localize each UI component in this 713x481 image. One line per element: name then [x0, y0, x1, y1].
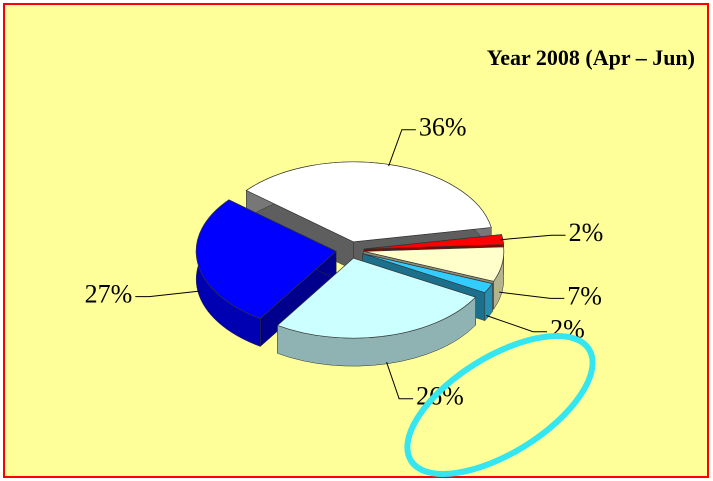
slice [276, 257, 477, 339]
data-label: 27% [85, 280, 133, 309]
chart-title: Year 2008 (Apr – Jun) [487, 45, 695, 70]
leader-line [499, 291, 565, 299]
leader-line [386, 362, 414, 400]
slice [195, 199, 337, 319]
leader-line [486, 315, 548, 333]
data-label: 36% [419, 113, 467, 142]
leader-line [500, 234, 566, 241]
data-label: 2% [569, 218, 604, 247]
highlight-ellipse [404, 333, 596, 477]
leader-line [135, 290, 201, 298]
slice [363, 246, 505, 282]
pie [195, 161, 505, 367]
leader-line [388, 129, 416, 167]
labels: 36%2%7%2%26%27% [85, 113, 604, 411]
slice [362, 253, 494, 294]
data-label: 7% [567, 281, 602, 310]
